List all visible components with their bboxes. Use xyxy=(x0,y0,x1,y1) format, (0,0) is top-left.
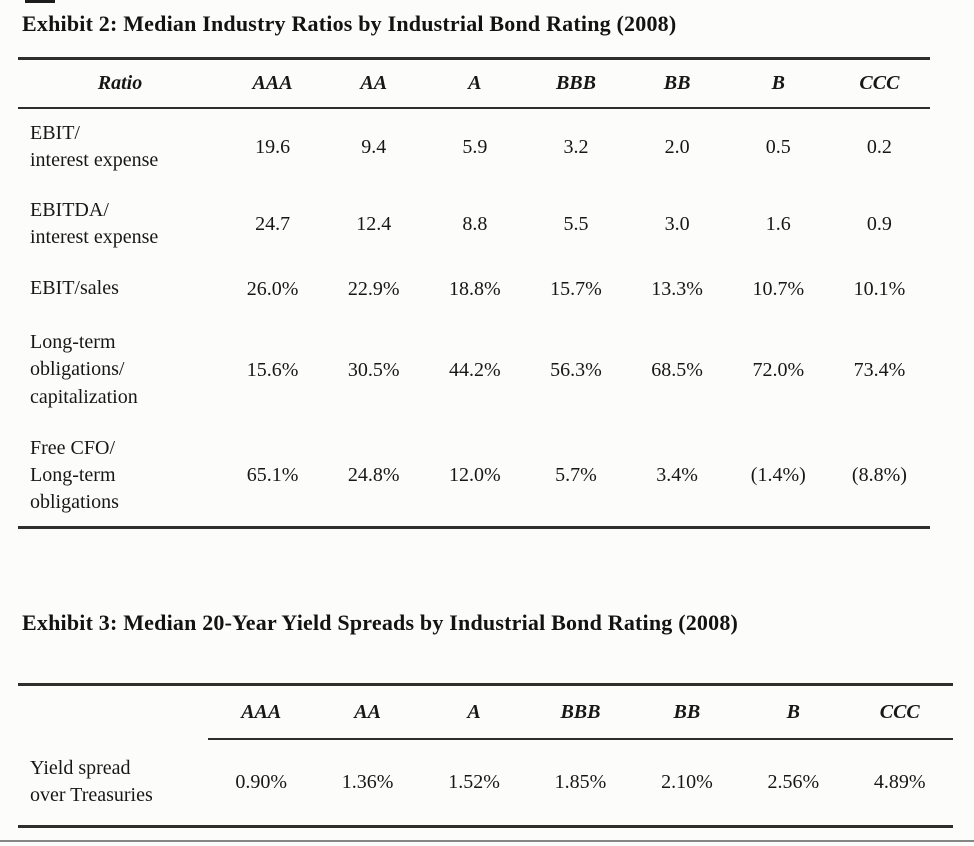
value-cell: 0.9 xyxy=(866,212,892,235)
ex3-header-aaa: AAA xyxy=(208,684,315,740)
row-label: Free CFO/ Long-term obligations xyxy=(30,436,119,514)
value-cell: 19.6 xyxy=(255,135,291,158)
value-cell: 8.8 xyxy=(462,212,488,235)
value-cell: 0.5 xyxy=(765,135,791,158)
value-cell: 15.7% xyxy=(550,277,602,300)
ex2-row-longterm-obligations-capitalization: Long-term obligations/ capitalization 15… xyxy=(18,315,930,425)
ex2-header-aaa: AAA xyxy=(252,72,293,94)
value-cell: 2.0 xyxy=(664,135,690,158)
value-cell: 5.5 xyxy=(563,212,589,235)
value-cell: 73.4% xyxy=(853,358,906,381)
ex2-header-bbb: BBB xyxy=(555,72,596,94)
exhibit2-title: Exhibit 2: Median Industry Ratios by Ind… xyxy=(22,11,677,36)
value-cell: 30.5% xyxy=(347,358,400,381)
exhibit3-header-row: AAA AA A BBB BB B CCC xyxy=(18,684,953,740)
row-label: EBIT/sales xyxy=(30,277,119,300)
value-cell: 4.89% xyxy=(873,771,926,793)
value-cell: 65.1% xyxy=(246,464,299,486)
ex3-header-a: A xyxy=(420,684,528,740)
value-cell: 44.2% xyxy=(449,358,501,381)
value-cell: 26.0% xyxy=(246,277,299,300)
value-cell: (8.8%) xyxy=(851,464,907,486)
row-label: EBIT/ interest expense xyxy=(30,121,159,171)
row-label: Long-term obligations/ capitalization xyxy=(30,331,138,408)
value-cell: 1.52% xyxy=(448,771,500,793)
value-cell: 5.7% xyxy=(555,464,597,486)
value-cell: 12.4 xyxy=(356,212,392,235)
row-label: EBITDA/ interest expense xyxy=(30,198,159,248)
exhibit3-title: Exhibit 3: Median 20-Year Yield Spreads … xyxy=(22,610,739,635)
value-cell: 10.1% xyxy=(853,277,906,300)
ex3-header-bb: BB xyxy=(633,684,741,740)
row-label: Yield spread over Treasuries xyxy=(30,756,153,806)
value-cell: 3.2 xyxy=(563,135,589,158)
ratio-column-header: Ratio xyxy=(97,71,143,94)
ex2-row-ebit-interest-expense: EBIT/ interest expense 19.6 9.4 5.9 3.2 … xyxy=(18,108,930,185)
exhibit2-table: Ratio AAA AA A BBB BB B CCC EBIT/ intere… xyxy=(18,57,930,529)
value-cell: 9.4 xyxy=(361,135,387,158)
ex2-row-free-cfo-longterm-obligations: Free CFO/ Long-term obligations 65.1% 24… xyxy=(18,425,930,528)
page-bottom-rule xyxy=(0,840,974,842)
value-cell: 2.10% xyxy=(661,771,713,793)
value-cell: 72.0% xyxy=(752,358,805,381)
ex2-row-ebitda-interest-expense: EBITDA/ interest expense 24.7 12.4 8.8 5… xyxy=(18,185,930,263)
ex2-header-bb: BB xyxy=(663,72,691,94)
scan-artifact xyxy=(25,0,55,3)
ex3-header-b: B xyxy=(740,684,847,740)
value-cell: 15.6% xyxy=(246,358,299,381)
value-cell: 5.9 xyxy=(462,135,488,158)
value-cell: 2.56% xyxy=(767,771,820,793)
ex2-header-a: A xyxy=(468,72,482,94)
ex2-header-b: B xyxy=(771,72,785,94)
value-cell: 1.6 xyxy=(765,212,791,235)
value-cell: 3.4% xyxy=(656,464,698,486)
ex3-header-aa: AA xyxy=(314,684,421,740)
exhibit3-table: AAA AA A BBB BB B CCC Yield spread over … xyxy=(18,683,953,828)
value-cell: 3.0 xyxy=(664,212,690,235)
value-cell: 10.7% xyxy=(752,277,805,300)
ex3-row-yield-spread: Yield spread over Treasuries 0.90% 1.36%… xyxy=(18,739,953,827)
value-cell: 22.9% xyxy=(347,277,400,300)
value-cell: 13.3% xyxy=(651,277,703,300)
value-cell: 0.90% xyxy=(235,771,288,793)
empty-corner-cell xyxy=(18,685,208,740)
exhibit2-header-row: Ratio AAA AA A BBB BB B CCC xyxy=(18,59,930,108)
ex2-header-ccc: CCC xyxy=(859,72,900,94)
ex2-header-aa: AA xyxy=(360,72,388,94)
value-cell: 12.0% xyxy=(449,464,501,486)
ex3-header-bbb: BBB xyxy=(527,684,634,740)
value-cell: 18.8% xyxy=(449,277,501,300)
value-cell: 0.2 xyxy=(866,135,892,158)
value-cell: 1.85% xyxy=(554,771,607,793)
ex3-header-ccc: CCC xyxy=(846,684,953,740)
value-cell: 68.5% xyxy=(651,358,703,381)
value-cell: 1.36% xyxy=(341,771,394,793)
value-cell: 56.3% xyxy=(550,358,602,381)
ex2-row-ebit-sales: EBIT/sales 26.0% 22.9% 18.8% 15.7% 13.3%… xyxy=(18,263,930,315)
value-cell: 24.8% xyxy=(347,464,400,486)
value-cell: 24.7 xyxy=(255,212,291,235)
value-cell: (1.4%) xyxy=(750,464,806,486)
